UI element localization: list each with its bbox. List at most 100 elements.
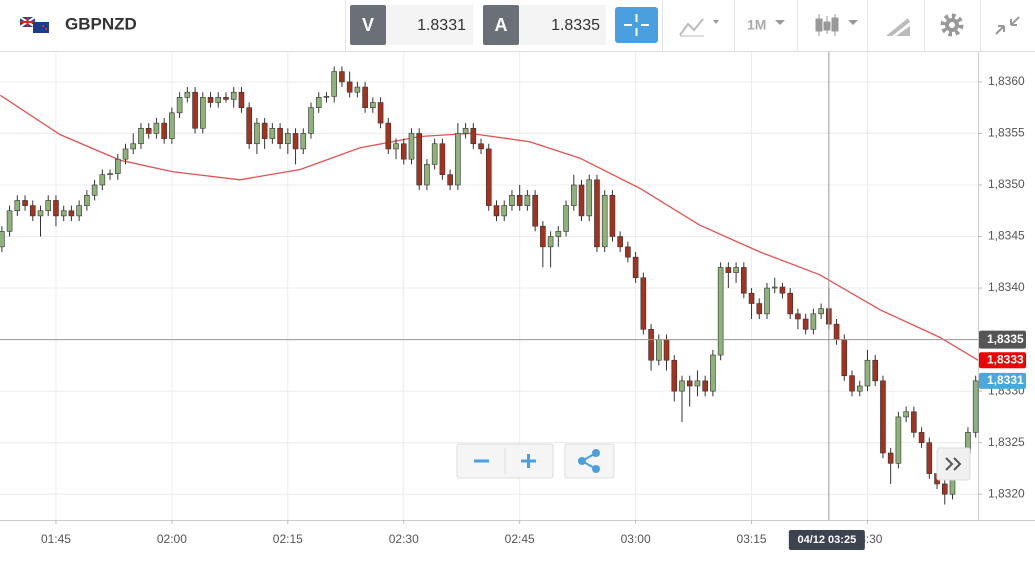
- candle-body: [238, 91, 245, 108]
- y-tick-label: 1,8345: [988, 229, 1025, 243]
- y-tick-label: 1,8340: [988, 280, 1025, 294]
- candle-body: [756, 303, 763, 315]
- candle-body: [887, 452, 894, 464]
- candle-body: [872, 359, 879, 382]
- y-tick-label: 1,8325: [988, 435, 1025, 449]
- candle-body: [748, 292, 755, 304]
- candle-body: [710, 354, 716, 392]
- candle-body: [578, 184, 585, 217]
- candle-body: [53, 200, 59, 217]
- ask-field: [519, 5, 606, 45]
- x-tick-label: 02:15: [273, 532, 303, 546]
- candle-body: [563, 205, 569, 232]
- candle-body: [308, 107, 314, 134]
- candle-body: [524, 194, 531, 206]
- candle-body: [586, 179, 593, 217]
- collapse-button[interactable]: [995, 16, 1020, 35]
- timeframe-caret: [775, 20, 785, 25]
- candle-body: [864, 359, 871, 387]
- candle-body: [733, 267, 739, 273]
- candle-body: [246, 107, 252, 145]
- candle-body: [501, 205, 508, 217]
- ask-label: A: [495, 15, 508, 35]
- candle-body: [84, 194, 90, 206]
- zoom-in[interactable]: [521, 454, 536, 468]
- scroll-end-button[interactable]: [936, 447, 971, 481]
- candle-body: [926, 442, 933, 474]
- dividers: [662, 0, 981, 52]
- candle-body: [223, 97, 229, 100]
- candle-body: [122, 148, 129, 160]
- timeframe-button[interactable]: 1M: [747, 17, 766, 33]
- symbol: GBPNZD: [65, 14, 137, 33]
- y-tick-label: 1,8350: [988, 177, 1025, 191]
- crosshair-button[interactable]: [615, 7, 658, 43]
- candle-body: [717, 267, 724, 356]
- candle-body: [416, 133, 423, 186]
- candle-body: [277, 127, 283, 145]
- candle-body: [779, 286, 786, 294]
- candle-body: [656, 339, 662, 361]
- candle-body: [161, 122, 167, 139]
- candle-body: [60, 210, 67, 217]
- candle-body: [725, 267, 732, 273]
- candle-body: [455, 133, 461, 186]
- crosshair-time-box: [788, 530, 865, 550]
- candle-body: [377, 102, 384, 124]
- candle-body: [911, 411, 917, 433]
- candle-body: [856, 385, 863, 392]
- candle-body: [686, 380, 693, 387]
- candle-body: [207, 97, 214, 103]
- candle-body: [972, 380, 979, 433]
- candle-body: [315, 97, 322, 108]
- price-marker: [979, 352, 1026, 369]
- candle-body: [370, 102, 376, 108]
- candle-body: [841, 339, 848, 376]
- candle-body: [609, 194, 616, 237]
- crosshair-price-box: [979, 330, 1026, 349]
- candle-body: [771, 286, 778, 289]
- candle-body: [184, 91, 191, 98]
- candle-body: [424, 164, 430, 186]
- candle-body: [192, 91, 198, 129]
- crosshair-icon: [624, 14, 649, 36]
- candle-body: [169, 112, 175, 139]
- x-tick-label: 02:30: [389, 532, 419, 546]
- bid-value: 1.8331: [417, 17, 466, 34]
- ask-badge[interactable]: [483, 5, 519, 45]
- candle-body: [540, 225, 546, 248]
- candle-body: [68, 210, 75, 217]
- candle-body: [254, 122, 260, 145]
- candle-body: [493, 205, 500, 217]
- moving-average-line: [0, 94, 979, 361]
- candle-body: [818, 308, 824, 315]
- draw-tool-button[interactable]: [886, 18, 910, 36]
- candle-body: [632, 256, 639, 279]
- candle-body: [462, 127, 469, 134]
- candle-body: [230, 91, 237, 100]
- bid-badge[interactable]: [350, 5, 386, 45]
- x-tick-label: 03:00: [621, 532, 651, 546]
- candle-body: [679, 380, 685, 392]
- candle-body: [485, 148, 492, 206]
- candle-body: [393, 143, 399, 150]
- candle-body: [795, 313, 801, 320]
- bid-label: V: [362, 15, 374, 35]
- candle-body: [300, 133, 307, 150]
- candle-body: [400, 143, 407, 160]
- candle-body: [22, 200, 28, 206]
- x-tick-label: 02:00: [157, 532, 187, 546]
- candle-body: [895, 416, 902, 464]
- candle-style-button[interactable]: [815, 14, 858, 36]
- candle-body: [76, 205, 82, 217]
- candle-body: [547, 236, 554, 248]
- candle-body: [0, 231, 5, 248]
- settings-button[interactable]: [940, 13, 964, 37]
- chart-type-button[interactable]: [679, 18, 719, 37]
- candle-body: [802, 318, 809, 330]
- candle-body: [153, 122, 160, 134]
- share-button[interactable]: [578, 449, 600, 473]
- plot-area: 1,83201,83251,83301,83351,83401,83451,83…: [0, 52, 1035, 550]
- candle-body: [14, 200, 21, 212]
